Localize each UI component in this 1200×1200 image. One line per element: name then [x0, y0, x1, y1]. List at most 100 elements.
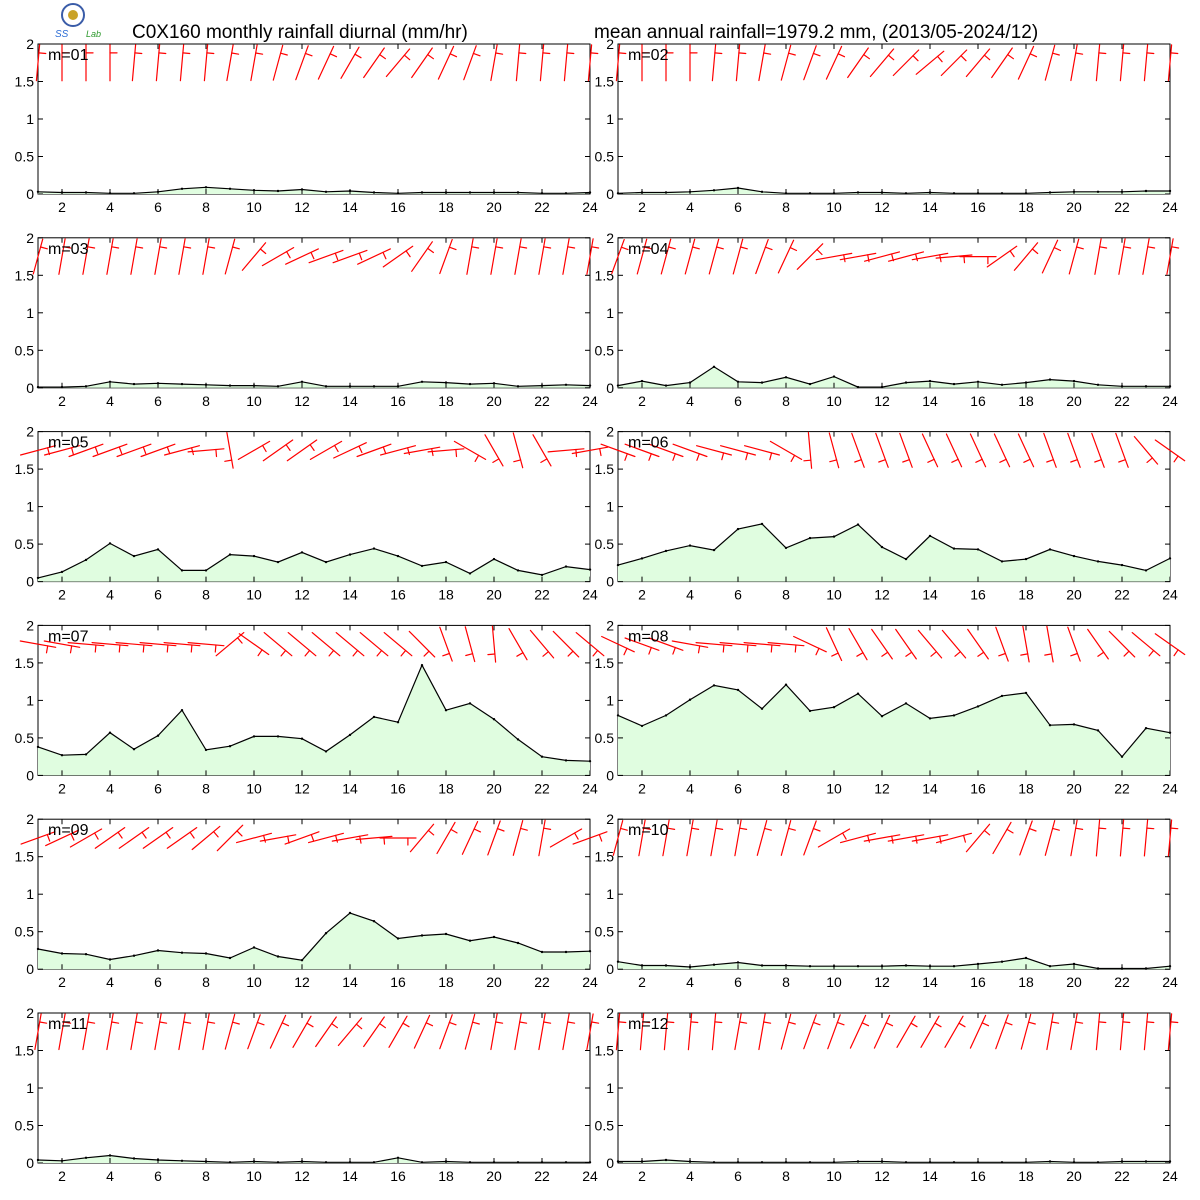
logo-text: SS	[55, 29, 69, 40]
data-point	[616, 563, 620, 567]
wind-barb	[1154, 633, 1186, 657]
wind-barb	[68, 443, 104, 458]
wind-barb	[995, 626, 1009, 662]
x-tick-label: 4	[686, 587, 694, 603]
wind-barb	[1143, 819, 1155, 857]
wind-barb	[284, 831, 320, 845]
wind-barb	[1095, 44, 1107, 82]
data-point	[180, 187, 184, 190]
x-tick-label: 18	[1018, 780, 1034, 796]
data-point	[1024, 381, 1028, 384]
x-tick-label: 6	[734, 393, 742, 409]
wind-barb	[684, 238, 700, 275]
wind-barb	[385, 48, 411, 78]
wind-barb	[710, 819, 724, 857]
wind-barb	[332, 249, 368, 264]
x-tick-label: 14	[342, 1168, 358, 1184]
x-tick-label: 18	[1018, 974, 1034, 990]
y-tick-label: 0.5	[595, 536, 615, 552]
x-tick-label: 8	[202, 199, 210, 215]
wind-barb	[920, 1015, 942, 1048]
x-tick-label: 2	[58, 393, 66, 409]
wind-barb	[780, 819, 796, 856]
x-tick-label: 12	[874, 393, 890, 409]
wind-barb	[815, 252, 853, 263]
data-point	[784, 683, 788, 686]
wind-barb	[563, 44, 575, 82]
data-point	[564, 192, 568, 195]
y-tick-label: 0	[26, 186, 34, 202]
y-tick-label: 0	[606, 380, 614, 396]
data-point	[664, 549, 668, 553]
wind-barb	[863, 834, 901, 844]
rainfall-line	[37, 1154, 590, 1163]
wind-barb	[1133, 436, 1159, 465]
wind-barb	[356, 443, 392, 458]
data-point	[588, 760, 592, 763]
wind-barb	[817, 828, 851, 848]
y-tick-label: 1.5	[595, 267, 615, 283]
x-tick-label: 12	[294, 393, 310, 409]
data-point	[1024, 557, 1028, 561]
wind-barb	[562, 1013, 576, 1051]
wind-barb	[601, 635, 635, 656]
wind-barb	[453, 440, 487, 462]
wind-barb	[58, 1013, 72, 1051]
x-tick-label: 18	[438, 393, 454, 409]
data-point	[276, 735, 280, 738]
rainfall-line	[617, 683, 1171, 758]
data-point	[1120, 755, 1124, 758]
data-point	[276, 385, 280, 388]
x-tick-label: 8	[782, 1168, 790, 1184]
wind-barb	[82, 238, 96, 275]
panel-month-1: 00.511.522 4 6 8 10 12 14 16 18 20 22 24m=01	[15, 36, 599, 215]
wind-barb	[993, 433, 1011, 468]
wind-barb	[965, 48, 991, 78]
data-point	[564, 1161, 568, 1164]
data-point	[904, 702, 908, 705]
wind-barb	[887, 251, 925, 262]
data-point	[1096, 190, 1100, 193]
data-point	[616, 1160, 620, 1163]
data-point	[228, 1161, 232, 1164]
data-point	[904, 1161, 908, 1164]
x-tick-label: 4	[106, 393, 114, 409]
wind-barb	[130, 238, 144, 275]
data-point	[712, 684, 716, 687]
x-tick-label: 20	[1066, 199, 1082, 215]
wind-barb	[636, 238, 652, 275]
month-label: m=05	[48, 435, 89, 452]
data-point	[132, 1157, 136, 1160]
wind-barb	[965, 823, 991, 853]
chart-title: C0X160 monthly rainfall diurnal (mm/hr)	[132, 22, 468, 43]
x-tick-label: 24	[582, 974, 598, 990]
wind-barb	[215, 631, 245, 657]
wind-barb	[615, 1013, 627, 1051]
wind-barb	[539, 44, 551, 82]
x-tick-label: 4	[106, 199, 114, 215]
wind-barb	[686, 819, 700, 857]
panel-month-7: 00.511.522 4 6 8 10 12 14 16 18 20 22 24m=07	[15, 617, 605, 796]
y-tick-label: 0.5	[595, 149, 615, 165]
data-point	[204, 952, 208, 955]
data-point	[832, 535, 836, 538]
plot-frame	[617, 43, 1171, 195]
data-point	[1048, 548, 1052, 551]
x-tick-label: 4	[106, 780, 114, 796]
wind-barb	[562, 238, 576, 275]
wind-barb	[142, 826, 174, 849]
wind-barb	[286, 439, 318, 462]
wind-barb	[131, 44, 143, 82]
x-tick-label: 14	[922, 199, 938, 215]
x-tick-label: 14	[342, 587, 358, 603]
data-point	[444, 381, 448, 384]
data-point	[1072, 379, 1076, 383]
data-point	[736, 527, 740, 531]
x-tick-label: 24	[582, 393, 598, 409]
data-point	[1096, 967, 1100, 970]
wind-barb	[85, 44, 94, 82]
x-tick-label: 8	[202, 393, 210, 409]
panel-month-8: 00.511.522 4 6 8 10 12 14 16 18 20 22 24m=08	[595, 617, 1186, 796]
data-point	[832, 706, 836, 709]
wind-barb	[719, 641, 757, 653]
